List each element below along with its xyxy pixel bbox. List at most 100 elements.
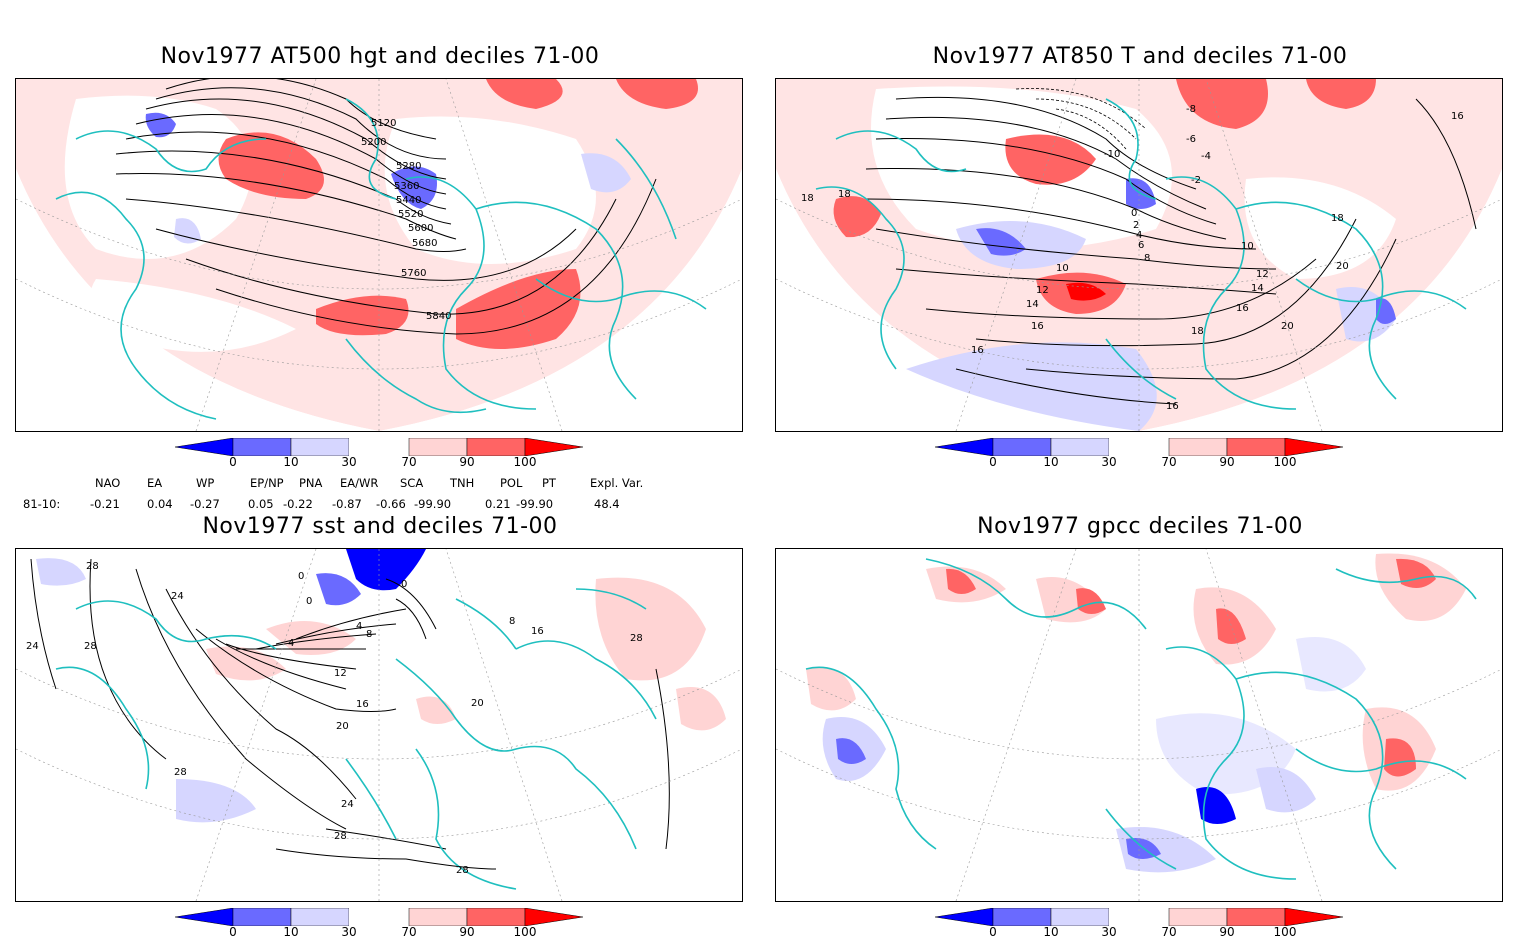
colorbar-tick: 30	[1101, 455, 1117, 469]
contour-label: 28	[630, 633, 643, 644]
colorbar-tick: 0	[229, 455, 237, 469]
colorbar-tick: 70	[401, 455, 417, 469]
contour-label: 20	[1336, 261, 1349, 272]
index-header: SCA	[400, 476, 424, 490]
map-panel-t850: -8 -6 -4 -2 0 2 4 6 8 10 10 12 12 14 14 …	[775, 78, 1503, 432]
colorbar-tick: 90	[1219, 455, 1235, 469]
colorbar-tick: 70	[401, 925, 417, 939]
colorbar-tick: 30	[1101, 925, 1117, 939]
index-header: PT	[542, 476, 556, 490]
colorbar-segment	[992, 438, 1052, 456]
index-value: -0.87	[332, 497, 362, 511]
colorbar-tick: 0	[989, 455, 997, 469]
contour-label: 0	[306, 596, 312, 607]
contour-label: 2	[1133, 220, 1139, 231]
contour-label: 28	[86, 561, 99, 572]
colorbar-segment	[175, 438, 234, 456]
colorbar-sst: 0 10 30 70 90 100	[175, 908, 585, 948]
colorbar-segment	[1109, 438, 1169, 456]
index-value: 48.4	[594, 497, 620, 511]
colorbar-segment	[524, 908, 584, 926]
colorbar-segment	[408, 438, 468, 456]
index-header: NAO	[95, 476, 121, 490]
colorbar-tick: 10	[283, 455, 299, 469]
contour-label: -4	[1201, 151, 1211, 162]
colorbar-tick: 10	[1043, 455, 1059, 469]
map-panel-sst: 28 24 24 28 28 0 0 0 4 4 8 12 16 20 20 2…	[15, 548, 743, 902]
contour-label: 16	[1166, 401, 1179, 412]
contour-label: 0	[298, 571, 304, 582]
colorbar-segment	[232, 908, 292, 926]
colorbar-tick: 10	[283, 925, 299, 939]
colorbar-segment	[1168, 438, 1228, 456]
colorbar-tick: 90	[459, 925, 475, 939]
contour-label: 4	[1136, 230, 1142, 241]
contour-label: 6	[1138, 240, 1144, 251]
panel-title-sst: Nov1977 sst and deciles 71-00	[202, 514, 558, 539]
colorbar-segment	[1284, 438, 1344, 456]
index-value: -99.90	[414, 497, 452, 511]
contour-label: 5520	[398, 209, 423, 220]
colorbar-segment	[290, 908, 350, 926]
contour-label: 18	[801, 193, 814, 204]
index-header: EA/WR	[340, 476, 379, 490]
index-row-label: 81-10:	[23, 497, 61, 511]
contour-label: 10	[1241, 241, 1254, 252]
colorbar-gpcc: 0 10 30 70 90 100	[935, 908, 1345, 948]
colorbar-tick: 100	[1273, 455, 1297, 469]
colorbar-tick: 90	[459, 455, 475, 469]
contour-label: 20	[1281, 321, 1294, 332]
contour-label: 28	[174, 767, 187, 778]
contour-label: 28	[456, 865, 469, 876]
colorbar-segment	[466, 438, 526, 456]
contour-label: -6	[1186, 134, 1196, 145]
contour-label: 18	[838, 189, 851, 200]
map-panel-hgt500: 5120 5200 5280 5360 5440 5520 5600 5680 …	[15, 78, 743, 432]
contour-label: 24	[341, 799, 354, 810]
contour-label: 5280	[396, 161, 421, 172]
contour-label: 16	[356, 699, 369, 710]
colorbar-tick: 0	[989, 925, 997, 939]
index-header: PNA	[299, 476, 323, 490]
panel-title-gpcc: Nov1977 gpcc deciles 71-00	[977, 514, 1303, 539]
contour-label: 16	[1031, 321, 1044, 332]
colorbar-tick: 30	[341, 455, 357, 469]
contour-label: 14	[1026, 299, 1039, 310]
index-value: -99.90	[516, 497, 554, 511]
colorbar-segment	[349, 438, 409, 456]
index-value: 0.05	[248, 497, 274, 511]
contour-label: 12	[334, 668, 347, 679]
contour-label: 12	[1256, 269, 1269, 280]
colorbar-segment	[524, 438, 584, 456]
colorbar-tick: 100	[1273, 925, 1297, 939]
colorbar-tick: 100	[513, 925, 537, 939]
colorbar-segment	[992, 908, 1052, 926]
contour-label: 20	[336, 721, 349, 732]
contour-label: 5360	[394, 181, 419, 192]
index-value: -0.21	[90, 497, 120, 511]
index-header: WP	[196, 476, 215, 490]
contour-label: -8	[1186, 104, 1196, 115]
colorbar-segment	[1109, 908, 1169, 926]
index-value: -0.27	[190, 497, 220, 511]
contour-label: -10	[1104, 149, 1120, 160]
contour-label: 5840	[426, 311, 451, 322]
contour-label: 20	[471, 698, 484, 709]
colorbar-tick: 70	[1161, 455, 1177, 469]
contour-label: 5440	[396, 195, 421, 206]
contour-label: 16	[1236, 303, 1249, 314]
colorbar-segment	[935, 438, 994, 456]
contour-label: 16	[531, 626, 544, 637]
colorbar-segment	[1226, 908, 1286, 926]
colorbar-segment	[1050, 438, 1110, 456]
contour-label: 16	[1451, 111, 1464, 122]
index-header: POL	[500, 476, 523, 490]
contour-label: 24	[26, 641, 39, 652]
colorbar-segment	[232, 438, 292, 456]
colorbar-hgt500: 0 10 30 70 90 100	[175, 438, 585, 478]
contour-label: 0	[401, 579, 407, 590]
panel-title-t850: Nov1977 AT850 T and deciles 71-00	[932, 44, 1348, 69]
contour-label: 5200	[361, 137, 386, 148]
contour-label: 5600	[408, 223, 433, 234]
index-header: EP/NP	[250, 476, 284, 490]
